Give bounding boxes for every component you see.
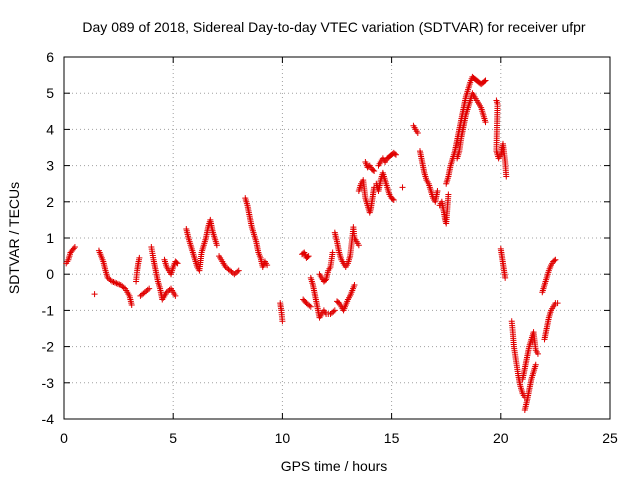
y-tick-label: -4 [42,411,55,427]
data-points [63,73,561,413]
data-point [534,350,541,357]
chart-title: Day 089 of 2018, Sidereal Day-to-day VTE… [82,19,586,35]
data-point [136,254,143,261]
x-axis-label: GPS time / hours [281,458,388,474]
data-point [329,249,336,256]
data-point [166,286,173,293]
y-tick-label: 2 [46,194,54,210]
data-point [355,242,362,249]
data-point [554,300,561,307]
data-point [110,279,117,286]
data-point [389,196,396,203]
data-point [392,151,399,158]
data-point [434,187,441,194]
data-point [109,278,116,285]
y-tick-label: 0 [46,266,54,282]
y-tick-label: -1 [42,302,55,318]
data-point [71,244,78,251]
y-tick-label: 5 [46,85,54,101]
axis-ticks: 0 5 10 15 20 25 -4 -3 -2 -1 0 1 2 3 4 5 6 [42,49,618,446]
data-point [399,184,406,191]
data-point [144,286,151,293]
data-point [234,268,241,275]
y-tick-label: -2 [42,339,55,355]
data-point [307,303,314,310]
y-tick-label: 4 [46,121,54,137]
x-tick-label: 0 [60,430,68,446]
data-point [304,254,311,261]
data-point [91,291,98,298]
data-point [371,168,378,175]
data-point [532,361,539,368]
data-point [482,119,489,126]
data-point [503,173,510,180]
data-point [128,301,135,308]
data-point [264,262,271,269]
data-point [173,259,180,266]
x-tick-label: 20 [493,430,509,446]
data-point [502,274,509,281]
data-point [551,257,558,264]
data-point [331,307,338,314]
data-point [146,285,153,292]
data-point [113,280,120,287]
data-point [330,308,337,315]
data-point [482,77,489,84]
data-point [70,245,77,252]
data-point [174,260,181,267]
y-tick-label: 6 [46,49,54,65]
data-point [306,302,313,309]
x-tick-label: 5 [169,430,177,446]
data-point [445,191,452,198]
x-tick-label: 25 [602,430,618,446]
data-point [213,242,220,249]
data-point [111,279,118,286]
data-point [172,292,179,299]
data-point [370,167,377,174]
data-point [414,130,421,137]
y-axis-label: SDTVAR / TECUs [6,182,22,294]
data-point [481,78,488,85]
data-point [391,150,398,157]
data-point [235,267,242,274]
data-point [305,253,312,260]
data-point [120,284,127,291]
data-point [390,196,397,203]
data-point [351,282,358,289]
y-tick-label: -3 [42,375,55,391]
y-tick-label: 3 [46,158,54,174]
data-point [552,256,559,263]
x-tick-label: 10 [275,430,291,446]
x-tick-label: 15 [384,430,400,446]
data-point [279,318,286,325]
y-tick-label: 1 [46,230,54,246]
data-point [114,280,121,287]
